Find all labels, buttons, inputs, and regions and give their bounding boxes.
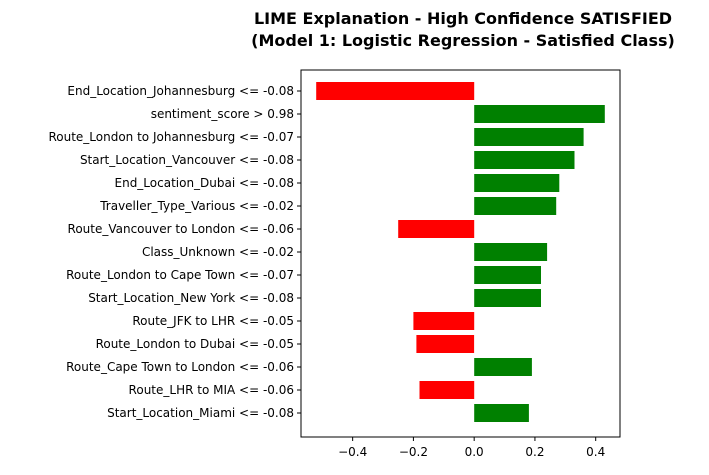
y-tick-label-10: Route_JFK to LHR <= -0.05 (132, 314, 294, 328)
plot-frame (300, 69, 621, 438)
x-axis: −0.4 −0.2 0.0 0.2 0.4 (338, 437, 605, 459)
bar-6 (398, 220, 475, 238)
bar-8 (474, 266, 541, 284)
y-tick-label-0: End_Location_Johannesburg <= -0.08 (67, 84, 294, 98)
chart-title-line-2: (Model 1: Logistic Regression - Satisfie… (251, 31, 675, 50)
bar-2 (474, 128, 584, 146)
bar-11 (416, 335, 475, 353)
x-tick-label-3: 0.2 (525, 445, 544, 459)
y-tick-label-3: Start_Location_Vancouver <= -0.08 (80, 153, 294, 167)
bar-4 (474, 174, 560, 192)
y-tick-label-2: Route_London to Johannesburg <= -0.07 (48, 130, 294, 144)
x-tick-label-0: −0.4 (338, 445, 367, 459)
bar-10 (413, 312, 475, 330)
bar-0 (316, 82, 475, 100)
bar-9 (474, 289, 541, 307)
y-tick-label-6: Route_Vancouver to London <= -0.06 (68, 222, 294, 236)
bar-14 (474, 404, 529, 422)
y-tick-label-1: sentiment_score > 0.98 (151, 107, 294, 121)
y-tick-label-13: Route_LHR to MIA <= -0.06 (129, 383, 294, 397)
y-tick-label-5: Traveller_Type_Various <= -0.02 (99, 199, 294, 213)
x-tick-label-1: −0.2 (399, 445, 428, 459)
x-tick-label-4: 0.4 (586, 445, 605, 459)
bar-1 (474, 105, 605, 123)
bars-layer (316, 82, 605, 422)
y-tick-label-14: Start_Location_Miami <= -0.08 (107, 406, 294, 420)
chart-title-line-1: LIME Explanation - High Confidence SATIS… (254, 9, 672, 28)
x-tick-label-2: 0.0 (465, 445, 484, 459)
y-tick-label-4: End_Location_Dubai <= -0.08 (115, 176, 295, 190)
bar-3 (474, 151, 575, 169)
bar-12 (474, 358, 532, 376)
y-tick-labels: End_Location_Johannesburg <= -0.08 sentim… (48, 84, 301, 420)
y-tick-label-12: Route_Cape Town to London <= -0.06 (66, 360, 294, 374)
y-tick-label-8: Route_London to Cape Town <= -0.07 (66, 268, 294, 282)
bar-13 (419, 381, 475, 399)
bar-5 (474, 197, 557, 215)
y-tick-label-9: Start_Location_New York <= -0.08 (88, 291, 294, 305)
bar-7 (474, 243, 548, 261)
y-tick-label-7: Class_Unknown <= -0.02 (142, 245, 294, 259)
y-tick-label-11: Route_London to Dubai <= -0.05 (96, 337, 294, 351)
